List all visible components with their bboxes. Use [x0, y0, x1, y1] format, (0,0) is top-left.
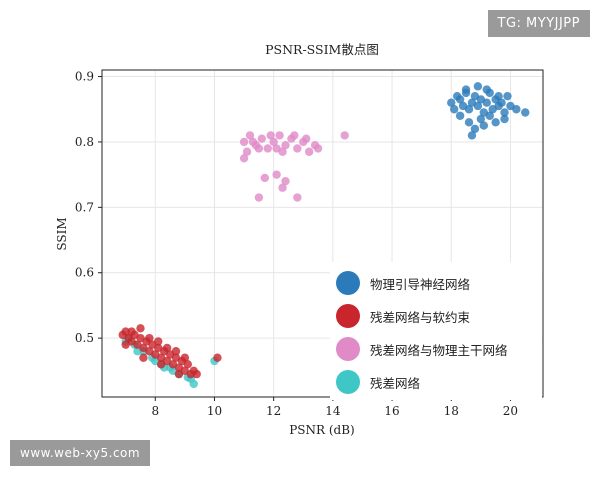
data-point — [136, 324, 145, 333]
data-point — [121, 327, 130, 336]
legend-label: 残差网络与物理主干网络 — [370, 342, 508, 358]
data-point — [245, 131, 255, 140]
data-point — [293, 193, 302, 202]
watermark-bottom: www.web-xy5.com — [10, 440, 151, 466]
data-point — [183, 360, 193, 369]
data-point — [242, 147, 252, 156]
data-point — [171, 347, 181, 356]
data-point — [461, 85, 471, 94]
data-point — [447, 98, 456, 107]
x-tick-label: 14 — [325, 404, 341, 418]
data-point — [154, 337, 163, 346]
data-point — [239, 137, 249, 147]
data-point — [139, 353, 148, 362]
data-point — [266, 131, 275, 140]
x-tick-label: 10 — [207, 404, 222, 418]
grid-lines — [102, 70, 543, 397]
data-point — [272, 170, 281, 179]
data-point — [213, 353, 222, 362]
legend-marker — [336, 271, 360, 295]
data-point — [248, 137, 258, 147]
data-point — [512, 105, 521, 114]
data-point — [313, 144, 323, 153]
data-point — [467, 131, 477, 140]
data-point — [473, 101, 483, 111]
data-point — [473, 82, 483, 91]
data-point — [239, 154, 249, 163]
data-point — [494, 91, 503, 101]
y-tick-label: 0.5 — [75, 331, 94, 345]
data-point — [290, 131, 299, 140]
data-point — [491, 118, 500, 127]
legend-marker — [336, 304, 360, 328]
legend-label: 残差网络 — [370, 375, 421, 391]
data-point — [497, 98, 506, 107]
y-tick-label: 0.6 — [75, 266, 94, 280]
data-point — [500, 108, 509, 117]
y-axis-label: SSIM — [55, 217, 69, 250]
legend-item: 残差网络 — [336, 367, 420, 397]
data-point — [281, 176, 290, 186]
data-point — [254, 144, 264, 153]
watermark-top: TG: MYYJJPP — [487, 10, 590, 37]
data-point — [192, 369, 201, 379]
data-point — [455, 111, 465, 120]
data-points — [118, 82, 530, 389]
y-tick-label: 0.9 — [75, 70, 94, 84]
data-point — [304, 147, 314, 156]
data-point — [479, 121, 489, 130]
data-point — [121, 340, 130, 349]
data-point — [470, 124, 480, 134]
data-point — [464, 105, 474, 114]
legend-item: 物理引导神经网络 — [336, 268, 470, 298]
x-tick-label: 16 — [384, 404, 399, 418]
data-point — [180, 353, 190, 362]
legend-marker — [336, 337, 360, 361]
data-point — [476, 114, 486, 124]
data-point — [269, 137, 278, 147]
data-point — [254, 193, 264, 202]
legend-item: 残差网络与物理主干网络 — [336, 334, 508, 364]
data-point — [340, 131, 349, 140]
data-point — [503, 91, 512, 101]
plot-frame — [101, 69, 544, 398]
data-point — [500, 114, 509, 124]
y-tick-label: 0.7 — [75, 200, 94, 214]
data-point — [293, 144, 302, 153]
data-point — [145, 333, 154, 343]
data-point — [275, 131, 284, 140]
legend-marker — [336, 370, 360, 394]
data-point — [278, 183, 287, 192]
data-point — [127, 327, 136, 336]
x-tick-label: 12 — [266, 404, 281, 418]
data-point — [464, 118, 474, 127]
data-point — [257, 134, 267, 143]
y-tick-label: 0.8 — [75, 135, 94, 149]
data-point — [482, 98, 491, 107]
data-point — [162, 343, 172, 353]
data-point — [272, 144, 281, 153]
x-tick-label: 20 — [503, 404, 518, 418]
chart-legend: 物理引导神经网络 残差网络与软约束残差网络与物理主干网络 残差网络 — [330, 262, 542, 400]
data-point — [455, 95, 465, 104]
x-tick-label: 8 — [151, 404, 159, 418]
data-point — [521, 108, 530, 117]
x-tick-label: 18 — [444, 404, 459, 418]
legend-item: 残差网络与软约束 — [336, 301, 470, 331]
data-point — [302, 134, 311, 143]
data-point — [281, 141, 290, 150]
legend-label: 残差网络与软约束 — [370, 309, 471, 325]
chart-title: PSNR-SSIM散点图 — [265, 42, 379, 57]
data-point — [263, 144, 272, 153]
legend-label: 物理引导神经网络 — [370, 276, 471, 292]
data-point — [485, 111, 494, 120]
data-point — [260, 173, 269, 183]
data-point — [450, 105, 459, 114]
data-point — [174, 369, 184, 379]
data-point — [156, 360, 166, 369]
x-axis-label: PSNR (dB) — [289, 423, 355, 437]
data-point — [482, 85, 491, 94]
